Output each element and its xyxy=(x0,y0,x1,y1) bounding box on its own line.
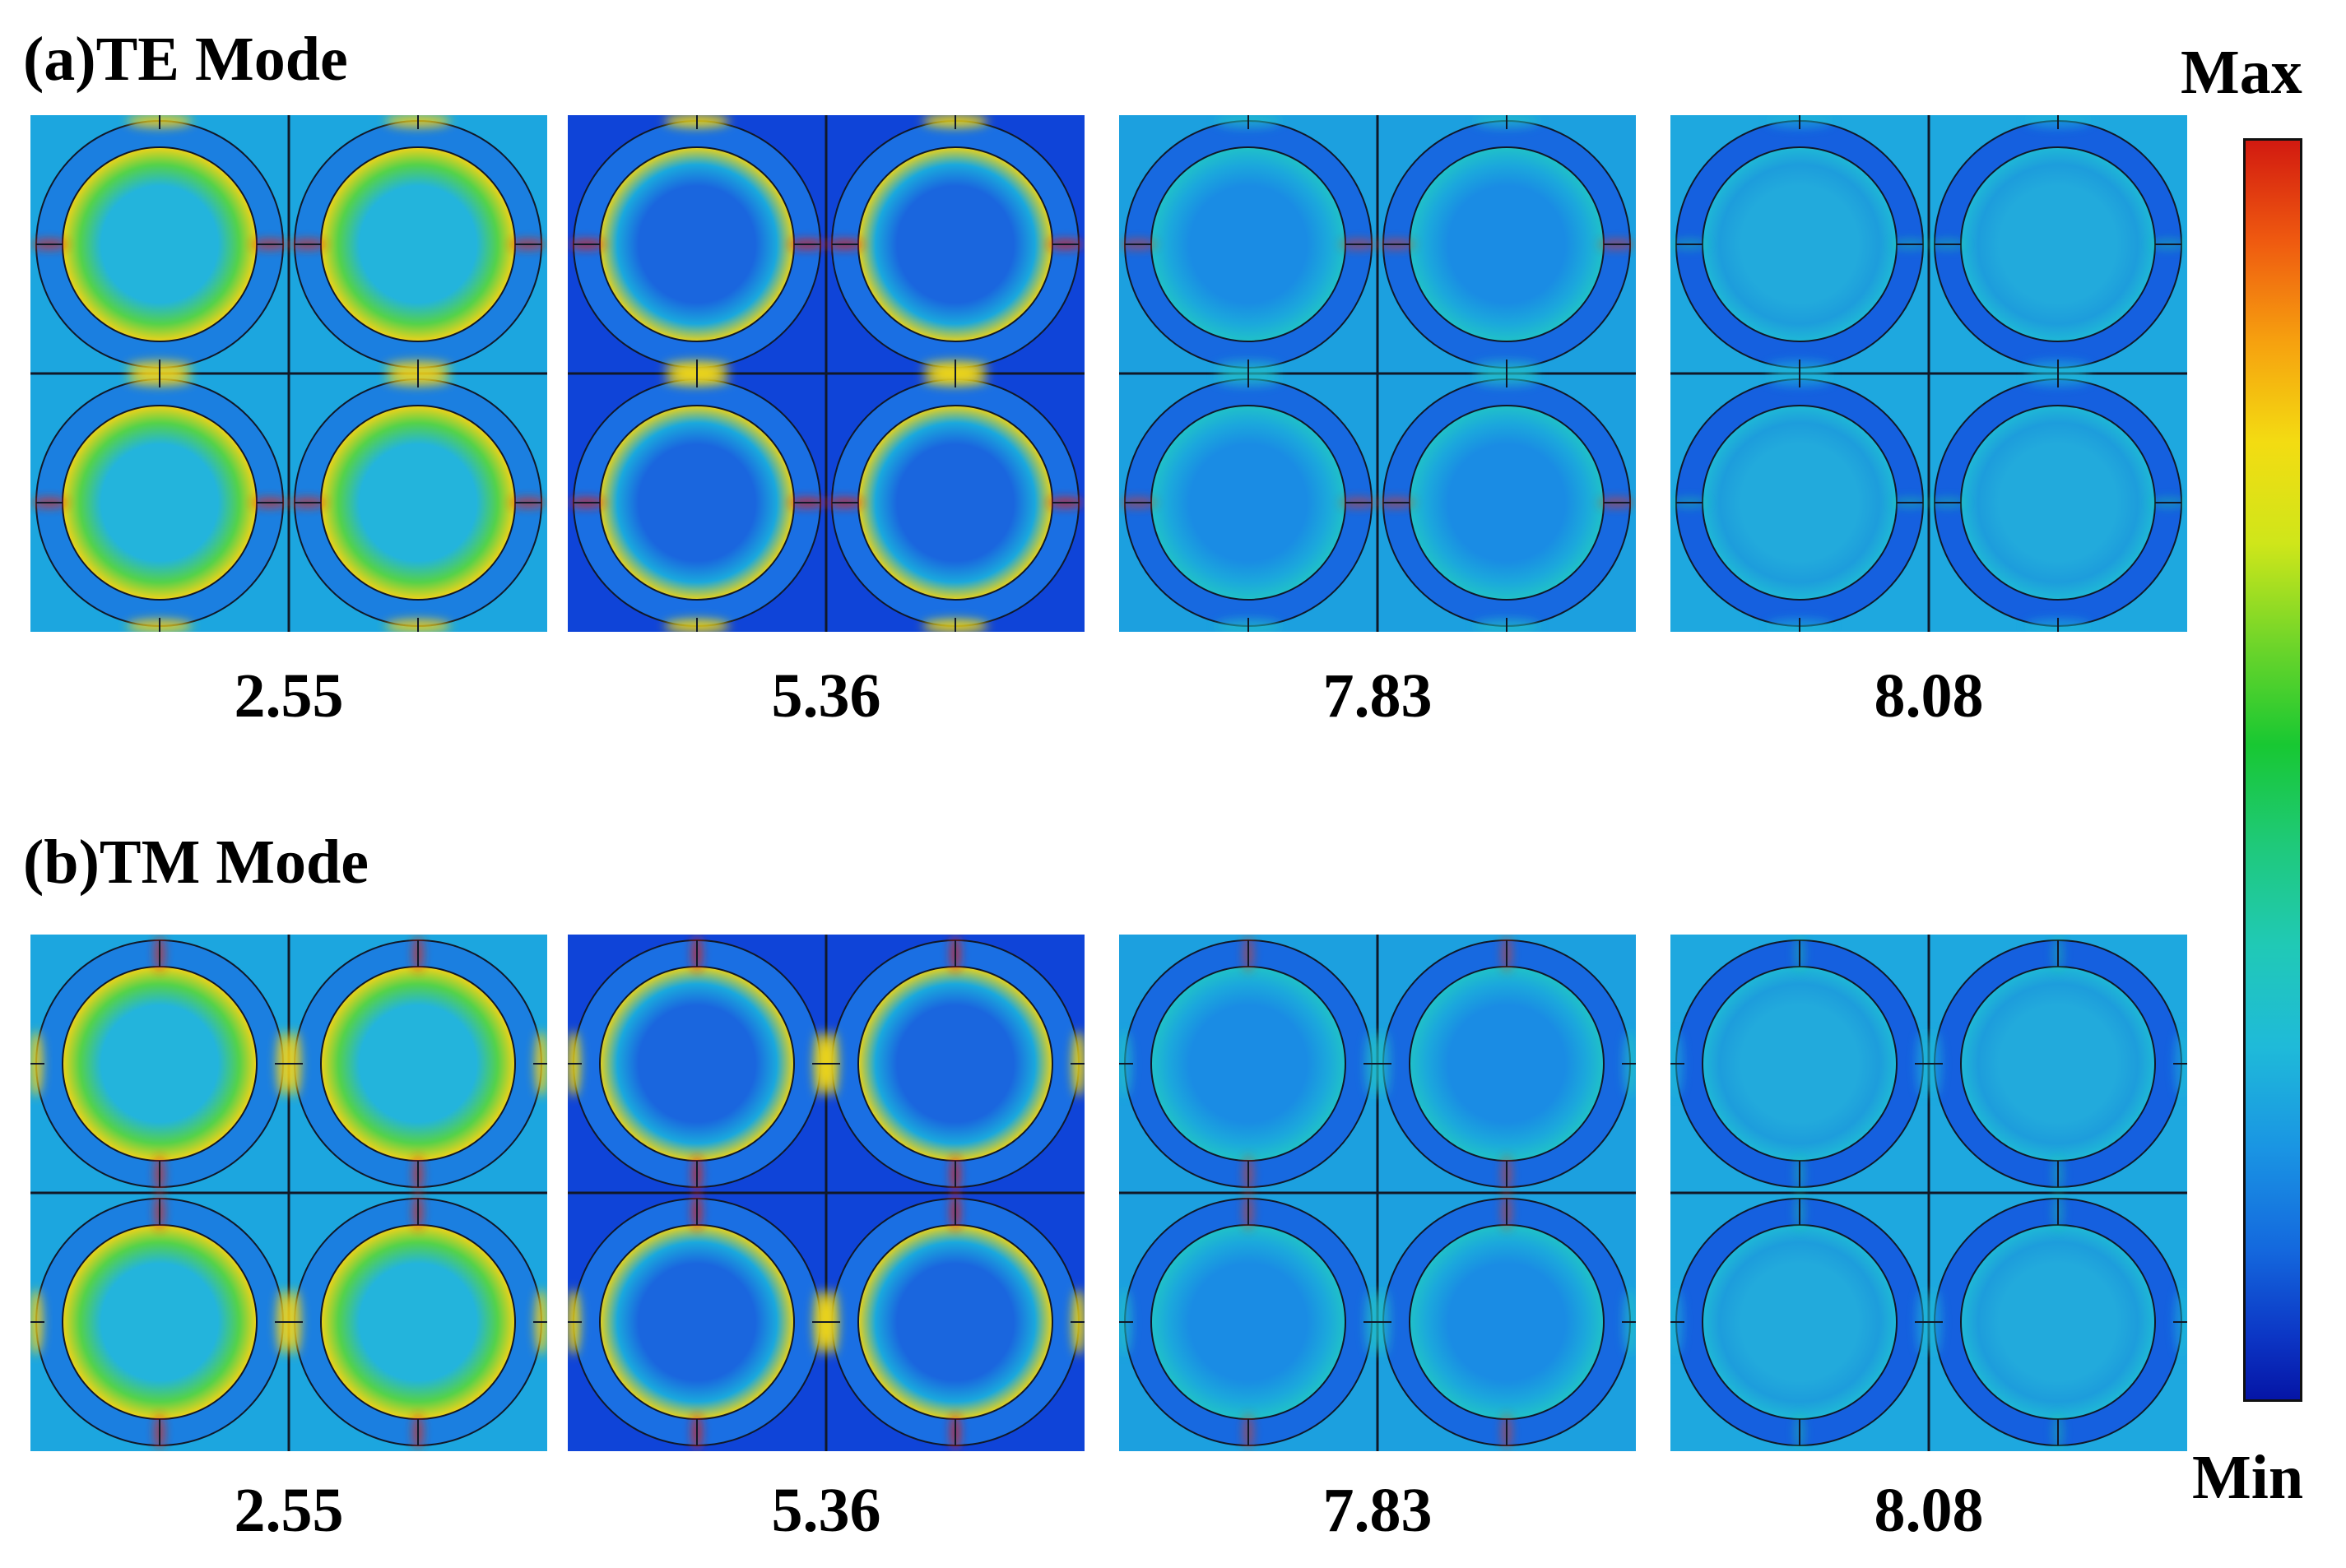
frequency-label-te-7-83: 7.83 xyxy=(1322,661,1433,731)
field-map-svg xyxy=(30,115,547,632)
field-map-svg xyxy=(30,935,547,1451)
colorbar xyxy=(2243,138,2302,1402)
frequency-label-te-8-08: 8.08 xyxy=(1874,661,1984,731)
field-map-te-7-83 xyxy=(1119,115,1636,632)
frequency-label-tm-2-55: 2.55 xyxy=(234,1476,344,1545)
field-map-tm-2-55 xyxy=(30,935,547,1451)
field-map-tm-8-08 xyxy=(1670,935,2187,1451)
colorbar-min-label: Min xyxy=(2192,1443,2304,1512)
field-map-svg xyxy=(1119,935,1636,1451)
frequency-label-tm-7-83: 7.83 xyxy=(1322,1476,1433,1545)
field-map-svg xyxy=(1670,115,2187,632)
section-title-te: (a)TE Mode xyxy=(23,25,348,94)
field-map-te-5-36 xyxy=(568,115,1085,632)
frequency-label-te-5-36: 5.36 xyxy=(771,661,881,731)
section-title-tm: (b)TM Mode xyxy=(23,828,369,897)
field-map-svg xyxy=(568,935,1085,1451)
field-map-tm-5-36 xyxy=(568,935,1085,1451)
frequency-label-tm-5-36: 5.36 xyxy=(771,1476,881,1545)
field-map-svg xyxy=(1670,935,2187,1451)
frequency-label-tm-8-08: 8.08 xyxy=(1874,1476,1984,1545)
colorbar-max-label: Max xyxy=(2181,38,2302,107)
field-map-svg xyxy=(1119,115,1636,632)
frequency-label-te-2-55: 2.55 xyxy=(234,661,344,731)
field-map-te-8-08 xyxy=(1670,115,2187,632)
field-map-svg xyxy=(568,115,1085,632)
field-map-te-2-55 xyxy=(30,115,547,632)
field-map-tm-7-83 xyxy=(1119,935,1636,1451)
